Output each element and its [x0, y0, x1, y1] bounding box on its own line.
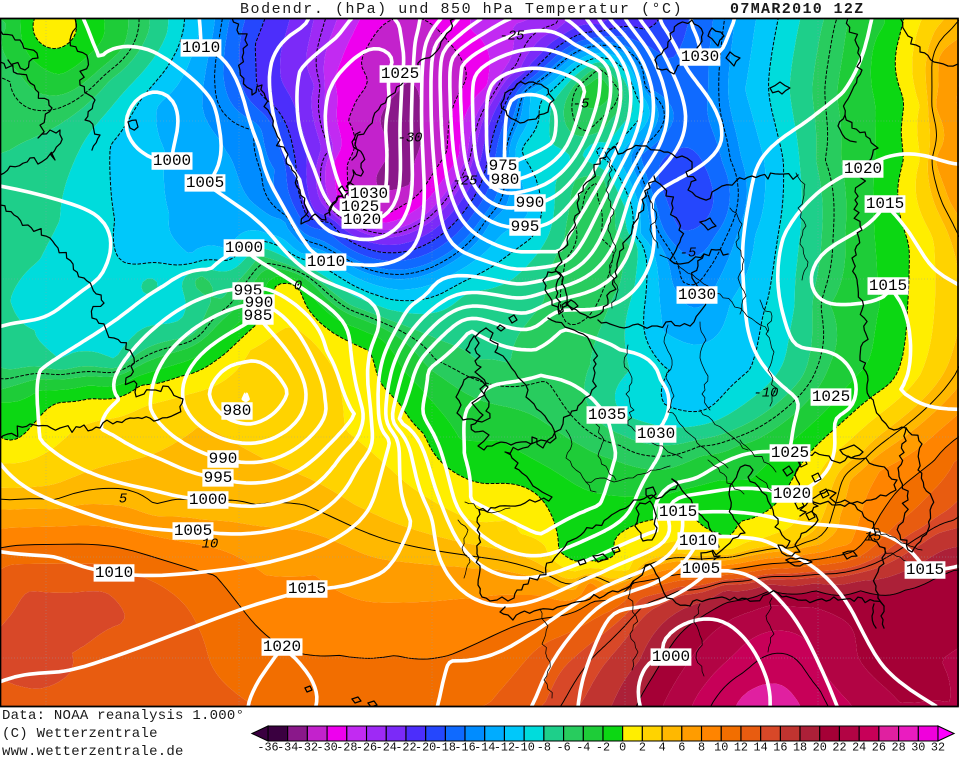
svg-text:-18: -18: [435, 741, 456, 755]
svg-text:1030: 1030: [681, 48, 719, 66]
svg-text:1030: 1030: [637, 425, 675, 443]
svg-text:1025: 1025: [812, 388, 850, 406]
svg-text:1030: 1030: [678, 286, 716, 304]
svg-text:-34: -34: [277, 741, 298, 755]
svg-text:10: 10: [714, 741, 728, 755]
svg-text:-36: -36: [257, 741, 278, 755]
svg-text:8: 8: [698, 741, 705, 755]
svg-text:-14: -14: [474, 741, 495, 755]
svg-text:-12: -12: [494, 741, 515, 755]
svg-text:-5: -5: [680, 246, 697, 262]
svg-text:-10: -10: [754, 386, 779, 402]
svg-text:990: 990: [516, 194, 545, 212]
svg-text:1020: 1020: [343, 211, 381, 229]
svg-text:1005: 1005: [174, 522, 212, 540]
svg-text:14: 14: [754, 741, 768, 755]
svg-text:24: 24: [852, 741, 866, 755]
svg-text:-30: -30: [316, 741, 337, 755]
svg-text:26: 26: [872, 741, 886, 755]
svg-text:-5: -5: [573, 97, 590, 113]
svg-text:1010: 1010: [679, 532, 717, 550]
svg-text:1020: 1020: [773, 485, 811, 503]
svg-text:1010: 1010: [95, 564, 133, 582]
svg-text:-30: -30: [398, 131, 423, 147]
svg-text:18: 18: [793, 741, 807, 755]
svg-text:-28: -28: [336, 741, 357, 755]
svg-text:1010: 1010: [307, 253, 345, 271]
svg-text:1035: 1035: [588, 406, 626, 424]
svg-text:1000: 1000: [189, 491, 227, 509]
svg-text:-6: -6: [557, 741, 571, 755]
svg-text:980: 980: [491, 171, 520, 189]
svg-text:1015: 1015: [869, 277, 907, 295]
svg-text:-25: -25: [453, 174, 478, 190]
svg-text:28: 28: [892, 741, 906, 755]
svg-text:1020: 1020: [263, 638, 301, 656]
svg-text:0: 0: [619, 741, 626, 755]
svg-text:1010: 1010: [182, 39, 220, 57]
svg-text:10: 10: [202, 537, 219, 553]
svg-text:-2: -2: [596, 741, 610, 755]
svg-text:1005: 1005: [682, 560, 720, 578]
svg-text:15: 15: [865, 530, 882, 546]
svg-text:-26: -26: [356, 741, 377, 755]
svg-text:1025: 1025: [771, 444, 809, 462]
svg-text:995: 995: [511, 218, 540, 236]
svg-text:1015: 1015: [659, 503, 697, 521]
svg-text:1015: 1015: [866, 195, 904, 213]
svg-text:975: 975: [489, 157, 518, 175]
svg-text:0: 0: [294, 279, 302, 295]
svg-text:-10: -10: [514, 741, 535, 755]
svg-text:-4: -4: [576, 741, 590, 755]
svg-text:5: 5: [119, 492, 127, 508]
svg-text:30: 30: [911, 741, 925, 755]
svg-text:990: 990: [209, 450, 238, 468]
svg-text:1000: 1000: [153, 152, 191, 170]
svg-text:-16: -16: [454, 741, 475, 755]
svg-text:980: 980: [223, 402, 252, 420]
svg-text:22: 22: [832, 741, 846, 755]
svg-text:-25: -25: [500, 29, 525, 45]
svg-text:-24: -24: [376, 741, 397, 755]
svg-text:1020: 1020: [844, 160, 882, 178]
svg-text:1015: 1015: [906, 561, 944, 579]
svg-text:12: 12: [734, 741, 748, 755]
svg-text:-8: -8: [537, 741, 551, 755]
svg-text:995: 995: [204, 469, 233, 487]
svg-text:1015: 1015: [288, 580, 326, 598]
svg-text:985: 985: [244, 307, 273, 325]
svg-text:1000: 1000: [225, 239, 263, 257]
svg-text:1025: 1025: [381, 65, 419, 83]
svg-text:-20: -20: [415, 741, 436, 755]
svg-text:-32: -32: [297, 741, 318, 755]
svg-text:1000: 1000: [652, 648, 690, 666]
svg-text:16: 16: [773, 741, 787, 755]
svg-text:6: 6: [678, 741, 685, 755]
svg-text:32: 32: [931, 741, 945, 755]
svg-text:2: 2: [639, 741, 646, 755]
svg-text:20: 20: [813, 741, 827, 755]
svg-text:-22: -22: [395, 741, 416, 755]
svg-text:4: 4: [659, 741, 666, 755]
svg-text:1005: 1005: [186, 174, 224, 192]
